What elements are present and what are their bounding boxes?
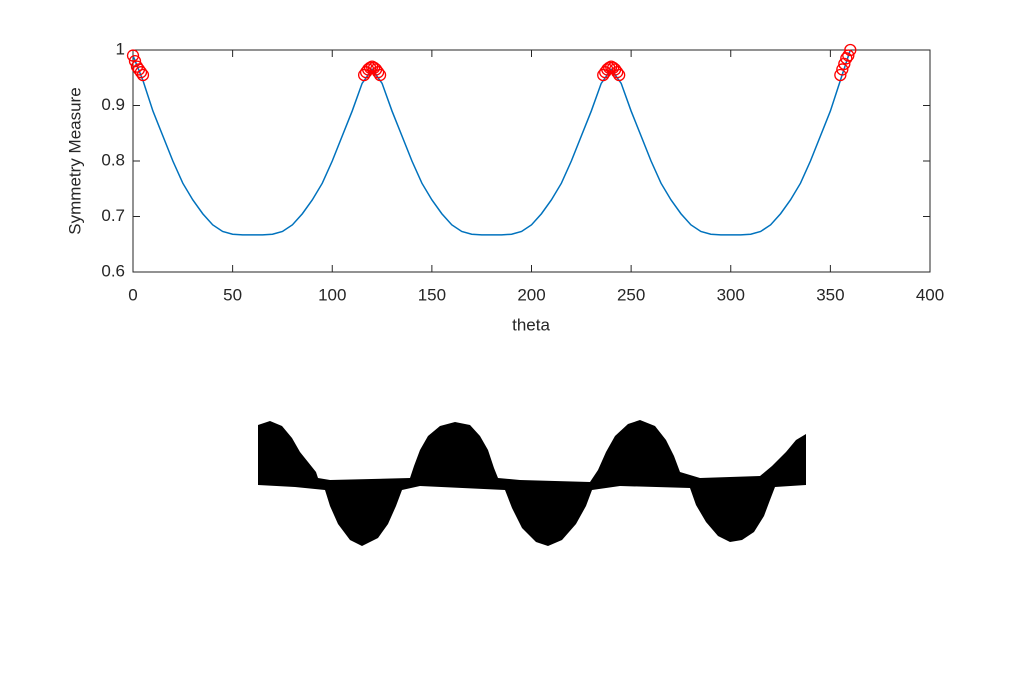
- line: [132, 49, 852, 236]
- y-axis-label: Symmetry Measure: [65, 87, 84, 234]
- marker: [836, 63, 849, 76]
- binary-image: [258, 420, 806, 546]
- marker: [834, 68, 847, 82]
- marker: [136, 68, 150, 82]
- marker: [844, 43, 857, 57]
- x-tick-label: 100: [318, 285, 346, 304]
- x-tick-label: 0: [128, 285, 137, 304]
- y-tick-label: 1: [116, 39, 125, 58]
- marker: [373, 68, 387, 82]
- marker: [613, 68, 626, 82]
- marker: [134, 66, 148, 79]
- x-tick-label: 150: [418, 285, 446, 304]
- y-tick-label: 0.7: [101, 206, 125, 225]
- x-axis-label: theta: [512, 315, 550, 334]
- y-tick-label: 0.9: [101, 95, 125, 114]
- x-tick-label: 50: [223, 285, 242, 304]
- x-tick-label: 200: [517, 285, 545, 304]
- x-tick-label: 300: [717, 285, 745, 304]
- marker: [607, 61, 620, 74]
- marker: [842, 49, 855, 62]
- x-tick-label: 350: [816, 285, 844, 304]
- x-tick-label: 250: [617, 285, 645, 304]
- marker: [611, 66, 624, 79]
- marker: [367, 61, 381, 74]
- marker: [126, 49, 140, 62]
- y-tick-label: 0.6: [101, 261, 125, 280]
- y-tick-label: 0.8: [101, 150, 125, 169]
- x-tick-label: 400: [916, 285, 944, 304]
- marker: [371, 66, 385, 79]
